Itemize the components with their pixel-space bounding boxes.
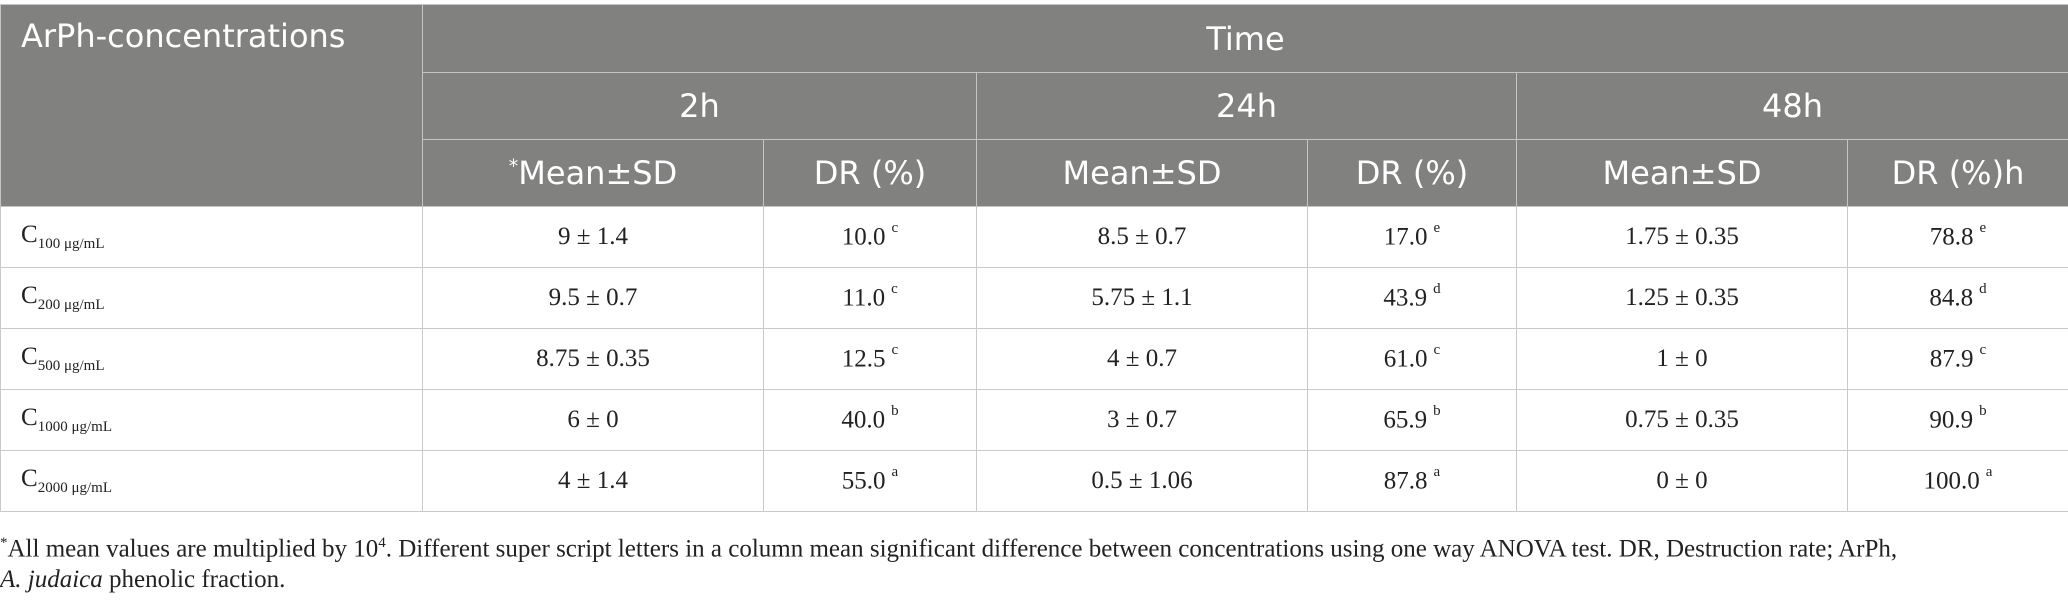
significance-letter: e — [1979, 219, 1987, 236]
significance-letter: b — [1433, 402, 1441, 419]
header-mean-sd-2h: *Mean±SD — [422, 139, 764, 207]
table-footnote: *All mean values are multiplied by 104. … — [0, 528, 2060, 595]
results-table: ArPh-concentrations Time 2h 24h 48h *Mea… — [0, 4, 2068, 512]
row-label: C500 μg/mL — [0, 328, 423, 390]
dr-cell: 84.8 d — [1847, 267, 2068, 329]
table-row: C500 μg/mL 8.75 ± 0.35 12.5 c 4 ± 0.7 61.0 c 1 … — [0, 328, 2068, 390]
dr-cell: 61.0 c — [1307, 328, 1517, 390]
mean-sd-cell: 3 ± 0.7 — [976, 389, 1308, 451]
row-label: C2000 μg/mL — [0, 450, 423, 512]
dr-cell: 65.9 b — [1307, 389, 1517, 451]
header-time: Time — [422, 4, 2068, 73]
dr-cell: 87.9 c — [1847, 328, 2068, 390]
concentration-unit: 200 μg/mL — [37, 297, 105, 313]
header-time-24h: 24h — [976, 72, 1517, 140]
table-row: C100 μg/mL 9 ± 1.4 10.0 c 8.5 ± 0.7 17.0 e 1.75… — [0, 206, 2068, 268]
header-dr-24h: DR (%) — [1307, 139, 1517, 207]
significance-letter: c — [891, 341, 899, 358]
dr-cell: 17.0 e — [1307, 206, 1517, 268]
table-row: C200 μg/mL 9.5 ± 0.7 11.0 c 5.75 ± 1.1 43.9 d 1… — [0, 267, 2068, 329]
header-time-48h: 48h — [1516, 72, 2068, 140]
significance-letter: a — [891, 463, 899, 480]
header-dr-2h: DR (%) — [763, 139, 977, 207]
significance-letter: d — [1979, 280, 1987, 297]
concentration-unit: 1000 μg/mL — [37, 419, 112, 435]
header-time-2h: 2h — [422, 72, 977, 140]
dr-cell: 87.8 a — [1307, 450, 1517, 512]
mean-sd-cell: 8.75 ± 0.35 — [422, 328, 764, 390]
footnote-text-3: phenolic fraction. — [102, 566, 286, 594]
mean-sd-cell: 9 ± 1.4 — [422, 206, 764, 268]
dr-cell: 10.0 c — [763, 206, 977, 268]
dr-cell: 43.9 d — [1307, 267, 1517, 329]
footnote-text-2: . Different super script letters in a co… — [385, 535, 1898, 563]
footnote-species: A. judaica — [0, 566, 103, 594]
mean-sd-cell: 6 ± 0 — [422, 389, 764, 451]
dr-cell: 12.5 c — [763, 328, 977, 390]
significance-letter: e — [1433, 219, 1441, 236]
header-dr-48h: DR (%)h — [1847, 139, 2068, 207]
footnote-asterisk: * — [0, 535, 8, 551]
table-row: C2000 μg/mL 4 ± 1.4 55.0 a 0.5 ± 1.06 87.8 a 0 … — [0, 450, 2068, 512]
dr-cell: 100.0 a — [1847, 450, 2068, 512]
mean-sd-cell: 0 ± 0 — [1516, 450, 1848, 512]
table-body: C100 μg/mL 9 ± 1.4 10.0 c 8.5 ± 0.7 17.0 e 1.75… — [0, 206, 2068, 512]
header-mean-sd-24h: Mean±SD — [976, 139, 1308, 207]
dr-cell: 90.9 b — [1847, 389, 2068, 451]
footnote-text-1: All mean values are multiplied by 10 — [7, 535, 379, 563]
dr-cell: 40.0 b — [763, 389, 977, 451]
mean-sd-cell: 8.5 ± 0.7 — [976, 206, 1308, 268]
mean-sd-cell: 1 ± 0 — [1516, 328, 1848, 390]
mean-sd-cell: 1.25 ± 0.35 — [1516, 267, 1848, 329]
dr-cell: 11.0 c — [763, 267, 977, 329]
significance-letter: c — [891, 280, 898, 297]
mean-sd-cell: 9.5 ± 0.7 — [422, 267, 764, 329]
row-label: C200 μg/mL — [0, 267, 423, 329]
row-label: C1000 μg/mL — [0, 389, 423, 451]
significance-letter: c — [1433, 341, 1441, 358]
dr-cell: 55.0 a — [763, 450, 977, 512]
significance-letter: c — [1979, 341, 1987, 358]
significance-letter: c — [891, 219, 899, 236]
mean-sd-cell: 0.5 ± 1.06 — [976, 450, 1308, 512]
mean-sd-cell: 4 ± 1.4 — [422, 450, 764, 512]
significance-letter: b — [891, 402, 899, 419]
mean-sd-cell: 0.75 ± 0.35 — [1516, 389, 1848, 451]
footnote-exponent: 4 — [378, 535, 386, 551]
mean-sd-cell: 5.75 ± 1.1 — [976, 267, 1308, 329]
mean-sd-cell: 4 ± 0.7 — [976, 328, 1308, 390]
concentration-unit: 2000 μg/mL — [37, 480, 112, 496]
table-header: ArPh-concentrations Time 2h 24h 48h *Mea… — [0, 4, 2068, 207]
header-concentrations: ArPh-concentrations — [0, 4, 423, 207]
header-mean-sd-48h: Mean±SD — [1516, 139, 1848, 207]
concentration-unit: 100 μg/mL — [37, 236, 105, 252]
significance-letter: a — [1985, 463, 1993, 480]
significance-letter: a — [1433, 463, 1441, 480]
significance-letter: b — [1979, 402, 1987, 419]
mean-sd-cell: 1.75 ± 0.35 — [1516, 206, 1848, 268]
dr-cell: 78.8 e — [1847, 206, 2068, 268]
concentration-unit: 500 μg/mL — [37, 358, 105, 374]
table-row: C1000 μg/mL 6 ± 0 40.0 b 3 ± 0.7 65.9 b 0.75 ± … — [0, 389, 2068, 451]
row-label: C100 μg/mL — [0, 206, 423, 268]
significance-letter: d — [1433, 280, 1441, 297]
asterisk-marker: * — [508, 155, 519, 178]
